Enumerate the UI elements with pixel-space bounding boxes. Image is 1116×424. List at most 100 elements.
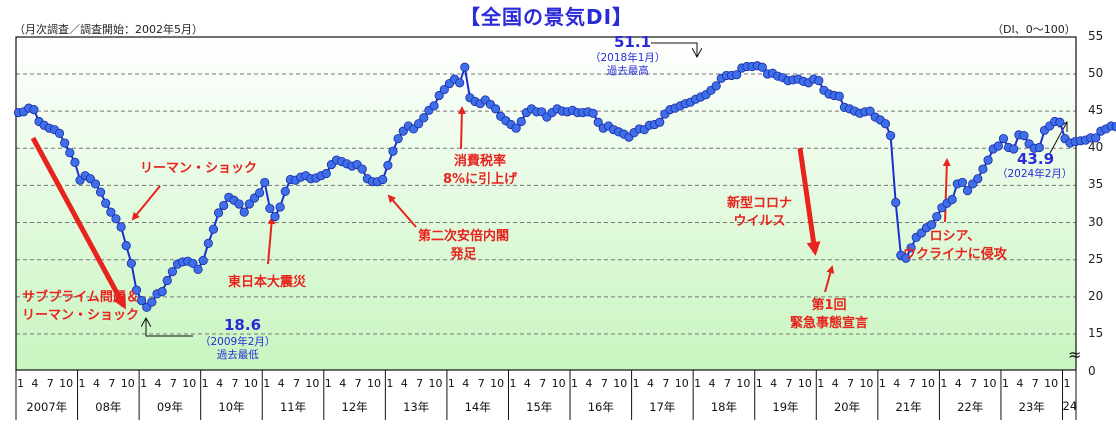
data-point xyxy=(393,133,403,144)
x-month-label: 1 xyxy=(386,377,394,390)
data-point xyxy=(383,160,393,170)
y-tick-label: 40 xyxy=(1088,140,1104,155)
plot-background xyxy=(16,37,1076,370)
x-month-label: 7 xyxy=(46,377,54,390)
data-point xyxy=(880,119,891,129)
data-point xyxy=(234,199,244,209)
annotation-abe: 第二次安倍内閣 発足 xyxy=(418,229,510,262)
annotation-arrows xyxy=(30,42,1067,337)
y-tick-label: 15 xyxy=(1088,326,1104,340)
annotation-covid: 新型コロナ ウイルス xyxy=(727,196,793,229)
data-point xyxy=(219,200,229,211)
x-year-label: 21年 xyxy=(895,400,922,414)
data-point xyxy=(1111,122,1116,132)
x-month-label: 1 xyxy=(509,377,517,390)
data-point xyxy=(137,295,147,306)
x-month-label: 7 xyxy=(1031,377,1039,390)
data-point xyxy=(814,76,824,86)
y-tick-label: 55 xyxy=(1088,28,1104,43)
data-point xyxy=(998,133,1009,144)
data-point xyxy=(265,203,275,214)
x-month-label: 7 xyxy=(169,377,177,390)
latest-note: （2024年2月） xyxy=(997,168,1073,180)
data-point xyxy=(70,157,80,167)
x-month-label: 4 xyxy=(770,377,778,390)
data-point xyxy=(891,197,901,208)
data-point xyxy=(1091,133,1101,143)
annotation-tax: 消費税率 8%に引上げ xyxy=(443,154,518,187)
x-month-label: 4 xyxy=(954,377,962,390)
y-tick-label: 35 xyxy=(1088,177,1104,192)
data-point xyxy=(455,78,465,88)
data-point xyxy=(419,113,429,123)
plot-frame xyxy=(15,36,1077,371)
x-month-label: 1 xyxy=(78,377,86,390)
x-month-label: 7 xyxy=(600,377,608,390)
x-month-label: 10 xyxy=(613,377,628,390)
data-point xyxy=(147,297,157,307)
y-tick-label: 20 xyxy=(1088,288,1104,303)
x-month-label: 1 xyxy=(940,377,948,390)
data-point xyxy=(460,62,470,72)
data-point xyxy=(275,202,285,212)
x-month-label: 10 xyxy=(243,377,258,390)
x-year-label: 19年 xyxy=(772,400,799,414)
data-point xyxy=(255,188,265,198)
data-point xyxy=(60,138,70,148)
data-point xyxy=(121,240,131,251)
data-point xyxy=(116,222,126,232)
data-point xyxy=(511,123,521,133)
data-point xyxy=(1055,117,1065,127)
y-tick-label: 30 xyxy=(1088,214,1104,229)
annotation-emergency: 第1回 緊急事態宣言 xyxy=(790,298,869,331)
y-tick-label: 0 xyxy=(1088,364,1096,378)
data-point xyxy=(321,168,331,179)
x-year-label: 20年 xyxy=(833,400,861,414)
data-point xyxy=(434,90,444,101)
y-tick-label: 45 xyxy=(1088,103,1104,118)
annotation-earthquake: 東日本大震災 xyxy=(228,275,307,290)
x-month-label: 1 xyxy=(1001,377,1009,390)
x-month-label: 4 xyxy=(1016,377,1024,390)
data-point xyxy=(213,208,224,218)
x-month-label: 7 xyxy=(908,377,916,390)
x-year-label: 24 xyxy=(1062,399,1078,413)
x-month-label: 4 xyxy=(831,377,839,390)
x-month-label: 4 xyxy=(277,377,285,390)
x-month-label: 7 xyxy=(539,377,547,390)
gridlines xyxy=(16,73,1076,335)
x-year-label: 16年 xyxy=(587,400,614,414)
data-point xyxy=(711,81,721,91)
x-month-label: 4 xyxy=(92,377,100,390)
data-point xyxy=(588,108,598,118)
annotation-subprime: サブプライム問題＆ リーマン・ショック xyxy=(22,290,140,323)
series-line xyxy=(13,61,1116,312)
annotation-russia: ロシア、 ウクライナに侵攻 xyxy=(903,229,1007,262)
x-month-label: 7 xyxy=(785,377,793,390)
data-point xyxy=(593,117,603,127)
x-month-label: 4 xyxy=(646,377,654,390)
data-point xyxy=(357,164,367,174)
x-year-label: 12年 xyxy=(341,400,368,414)
data-point xyxy=(901,253,911,263)
data-point xyxy=(54,128,65,138)
data-point xyxy=(1034,142,1044,153)
x-month-label: 4 xyxy=(216,377,224,390)
y-tick-label: 25 xyxy=(1088,251,1104,266)
data-point xyxy=(126,258,136,269)
x-year-label: 18年 xyxy=(710,400,737,414)
data-point xyxy=(414,119,424,129)
x-month-label: 4 xyxy=(339,377,347,390)
low-note: （2009年2月） 過去最低 xyxy=(200,336,276,361)
x-month-label: 7 xyxy=(723,377,731,390)
x-month-label: 4 xyxy=(523,377,531,390)
x-month-label: 7 xyxy=(354,377,362,390)
data-point xyxy=(239,207,249,217)
data-point xyxy=(111,214,121,224)
x-month-label: 10 xyxy=(428,377,443,390)
x-month-label: 1 xyxy=(201,377,209,390)
x-month-label: 7 xyxy=(231,377,239,390)
data-point xyxy=(193,264,203,274)
data-point xyxy=(378,174,388,185)
